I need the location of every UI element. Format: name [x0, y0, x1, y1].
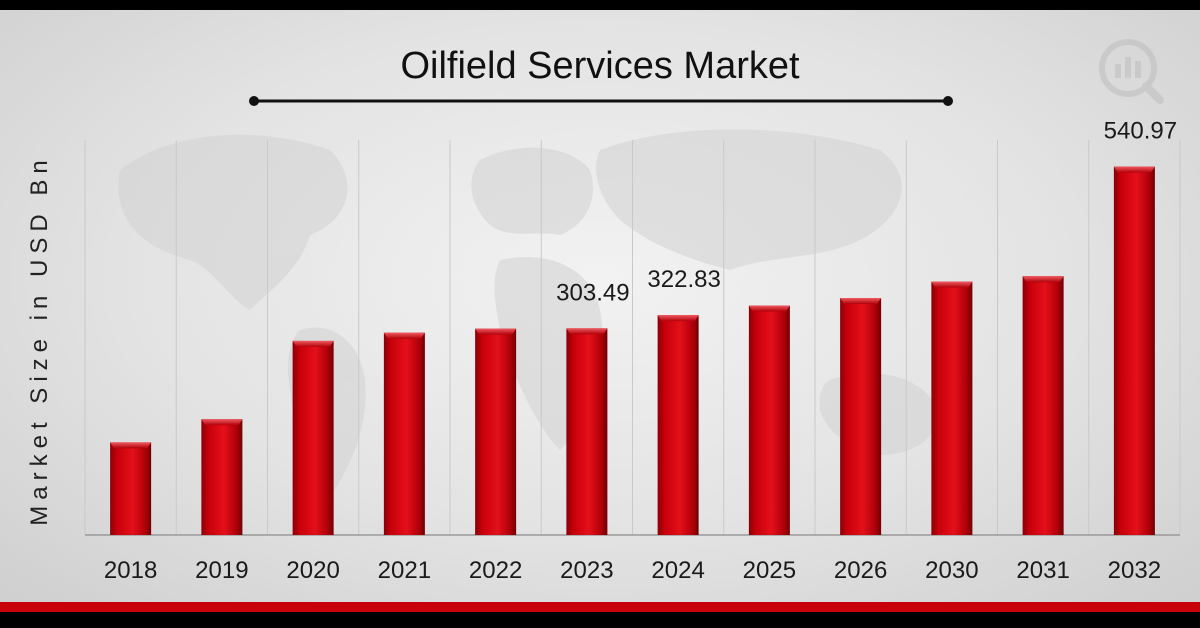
bar-body [840, 298, 882, 535]
top-border [0, 0, 1200, 10]
bar-series [110, 166, 1155, 535]
bar-body [201, 419, 243, 535]
x-tick-2025: 2025 [743, 557, 796, 584]
bar-cap [657, 315, 699, 322]
bar-cap [748, 305, 790, 312]
bar-2021 [383, 332, 425, 535]
bottom-border [0, 612, 1200, 628]
bar-body [657, 315, 699, 535]
bar-2026 [840, 298, 882, 535]
y-axis-label: Market Size in USD Bn [26, 154, 53, 525]
bar-body [1022, 276, 1064, 535]
bar-body [566, 328, 608, 535]
bar-cap [201, 419, 243, 426]
bar-cap [931, 281, 973, 288]
bar-2030 [931, 281, 973, 535]
bar-cap [840, 298, 882, 304]
data-labels: 303.49 322.83 540.97 [556, 118, 1177, 307]
bar-body [748, 305, 790, 535]
bar-body [475, 328, 517, 535]
data-label-2023: 303.49 [556, 279, 629, 306]
x-tick-2022: 2022 [469, 557, 522, 584]
mrfr-logo-icon [1099, 39, 1164, 104]
chart-frame: 2018 2019 2020 2021 2022 2023 2024 2025 2026 2030… [0, 10, 1200, 602]
bar-2024 [657, 315, 699, 535]
x-tick-2021: 2021 [378, 557, 431, 584]
bar-body [110, 442, 152, 535]
data-label-2024: 322.83 [647, 266, 720, 293]
bar-cap [383, 332, 425, 339]
x-tick-2019: 2019 [195, 557, 248, 584]
bar-cap [475, 328, 517, 335]
bar-2020 [292, 340, 334, 535]
vertical-gridlines [84, 140, 1181, 535]
bar-body [1113, 166, 1155, 535]
x-tick-2026: 2026 [834, 557, 887, 584]
bar-cap [1113, 166, 1155, 173]
x-tick-2031: 2031 [1016, 557, 1069, 584]
bar-body [383, 332, 425, 535]
bar-cap [566, 328, 608, 335]
bar-2025 [748, 305, 790, 535]
bar-chart: 2018 2019 2020 2021 2022 2023 2024 2025 2026 2030… [26, 39, 1181, 584]
bar-body [931, 281, 973, 535]
accent-strip [0, 602, 1200, 612]
bar-cap [1022, 276, 1064, 283]
x-tick-2020: 2020 [286, 557, 339, 584]
bar-body [292, 340, 334, 535]
world-map-watermark [118, 129, 937, 510]
x-tick-2018: 2018 [104, 557, 157, 584]
bar-cap [110, 442, 152, 449]
data-label-2032: 540.97 [1104, 118, 1177, 145]
bar-cap [292, 340, 334, 347]
chart-title: Oilfield Services Market [400, 45, 800, 87]
bar-2032 [1113, 166, 1155, 535]
bar-2018 [110, 442, 152, 535]
title-underline [249, 96, 953, 106]
bar-2031 [1022, 276, 1064, 535]
x-tick-labels: 2018 2019 2020 2021 2022 2023 2024 2025 2026 2030… [104, 557, 1161, 584]
bar-2023 [566, 328, 608, 535]
x-tick-2032: 2032 [1108, 557, 1161, 584]
x-tick-2023: 2023 [560, 557, 613, 584]
x-tick-2024: 2024 [651, 557, 704, 584]
bar-2022 [475, 328, 517, 535]
x-tick-2030: 2030 [925, 557, 978, 584]
bar-2019 [201, 419, 243, 535]
